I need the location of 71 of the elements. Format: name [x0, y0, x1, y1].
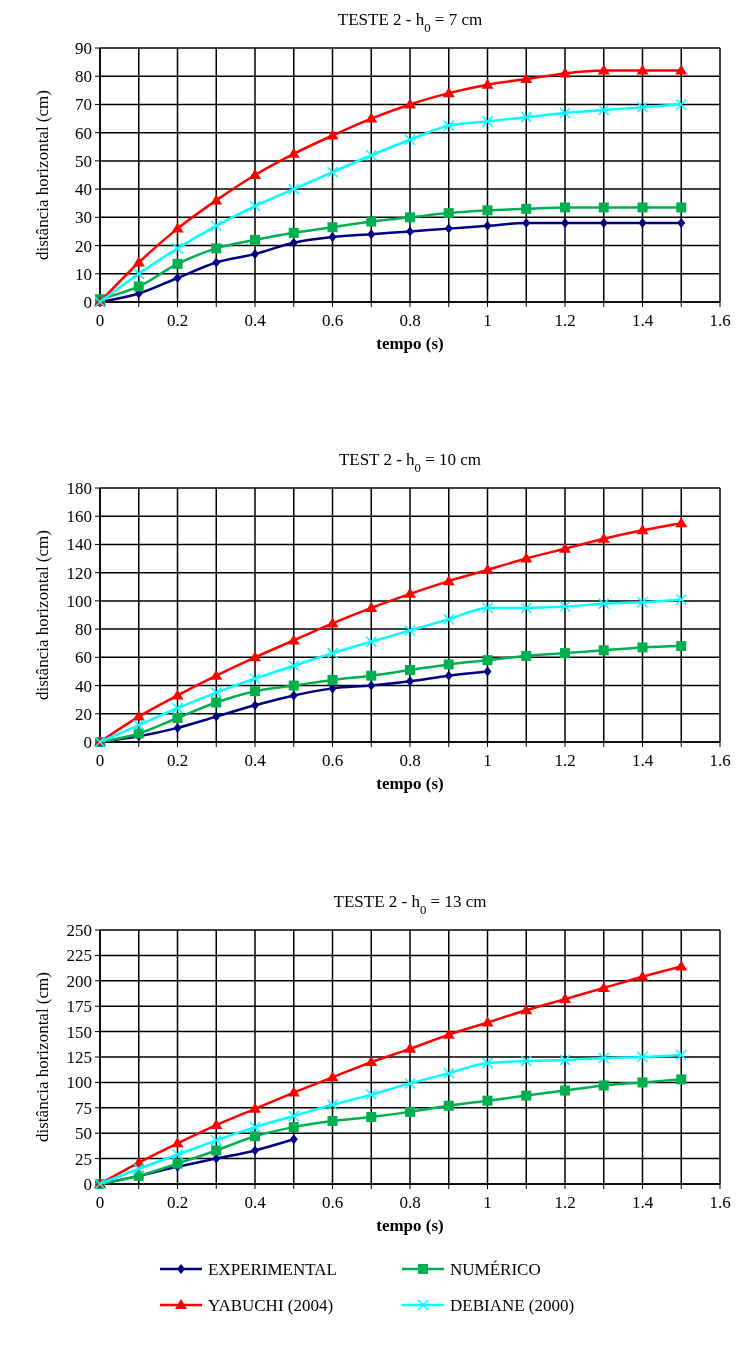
x-tick-label: 1.2: [554, 1193, 576, 1212]
chart-title: TESTE 2 - h$_{0}$ = 7 cm: [337, 10, 483, 35]
x-tick-label: 1.6: [709, 751, 731, 770]
y-tick-label: 90: [75, 39, 92, 58]
x-tick-label: 0.6: [321, 1193, 344, 1212]
x-tick-label: 0: [95, 751, 105, 770]
x-axis-title: tempo (s): [376, 334, 444, 353]
x-tick-label: 0.6: [321, 751, 344, 770]
chart-title: TESTE 2 - h$_{0}$ = 13 cm: [333, 892, 487, 917]
y-tick-label: 150: [66, 1022, 92, 1042]
y-axis-title: distância horizontal (cm): [33, 90, 52, 260]
y-tick-label: 60: [75, 648, 92, 668]
chart-title: TEST 2 - h$_{0}$ = 10 cm: [338, 450, 482, 475]
x-tick-label: 1: [483, 311, 492, 330]
x-tick-label: 0: [95, 311, 105, 330]
y-tick-label: 100: [66, 591, 92, 611]
x-tick-label: 0.2: [166, 1193, 189, 1212]
x-tick-label: 0.8: [399, 1193, 421, 1212]
x-tick-label: 0.8: [399, 311, 421, 330]
x-tick-label: 1: [483, 1193, 492, 1212]
x-tick-label: 1: [483, 751, 492, 770]
legend-label: YABUCHI (2004): [208, 1296, 334, 1315]
x-tick-label: 1.2: [554, 751, 576, 770]
y-tick-label: 140: [66, 535, 92, 555]
y-tick-label: 10: [75, 264, 92, 284]
y-tick-label: 175: [66, 997, 92, 1017]
x-tick-label: 0.8: [399, 751, 421, 770]
x-tick-label: 0.2: [166, 751, 189, 770]
x-tick-label: 1.4: [631, 1193, 654, 1212]
x-tick-label: 1.4: [631, 751, 654, 770]
y-tick-label: 20: [75, 704, 92, 724]
legend-label: EXPERIMENTAL: [208, 1260, 337, 1279]
x-axis-title: tempo (s): [376, 774, 444, 793]
x-tick-label: 0.6: [321, 311, 344, 330]
x-tick-label: 1.4: [631, 311, 654, 330]
y-tick-label: 160: [66, 507, 92, 527]
y-tick-label: 50: [75, 1124, 92, 1144]
x-tick-label: 0: [95, 1193, 105, 1212]
x-tick-label: 0.4: [244, 311, 267, 330]
y-axis-title: distância horizontal (cm): [33, 972, 52, 1142]
y-tick-label: 250: [66, 921, 92, 940]
x-tick-label: 1.6: [709, 311, 731, 330]
y-tick-label: 25: [75, 1149, 92, 1169]
x-tick-label: 0.2: [166, 311, 189, 330]
y-tick-label: 80: [75, 620, 92, 640]
y-tick-label: 0: [83, 733, 92, 752]
y-tick-label: 40: [75, 676, 92, 696]
y-tick-label: 200: [66, 971, 92, 991]
y-tick-label: 70: [75, 95, 92, 115]
y-tick-label: 0: [83, 293, 92, 312]
y-tick-label: 180: [66, 479, 92, 498]
y-tick-label: 125: [66, 1048, 92, 1067]
y-tick-label: 30: [75, 208, 92, 228]
y-tick-label: 0: [83, 1175, 92, 1194]
y-tick-label: 40: [75, 180, 92, 200]
legend-label: NUMÉRICO: [450, 1260, 541, 1279]
y-tick-label: 20: [75, 236, 92, 256]
y-tick-label: 50: [75, 151, 92, 171]
x-tick-label: 0.4: [244, 1193, 267, 1212]
x-tick-label: 1.6: [709, 1193, 731, 1212]
y-tick-label: 60: [75, 123, 92, 143]
x-tick-label: 0.4: [244, 751, 267, 770]
x-tick-label: 1.2: [554, 311, 576, 330]
x-axis-title: tempo (s): [376, 1216, 444, 1235]
y-tick-label: 80: [75, 67, 92, 87]
y-tick-label: 100: [66, 1073, 92, 1093]
y-tick-label: 75: [75, 1098, 92, 1118]
y-tick-label: 120: [66, 563, 92, 583]
y-axis-title: distância horizontal (cm): [33, 530, 52, 700]
legend-label: DEBIANE (2000): [450, 1296, 575, 1315]
y-tick-label: 225: [66, 946, 92, 966]
